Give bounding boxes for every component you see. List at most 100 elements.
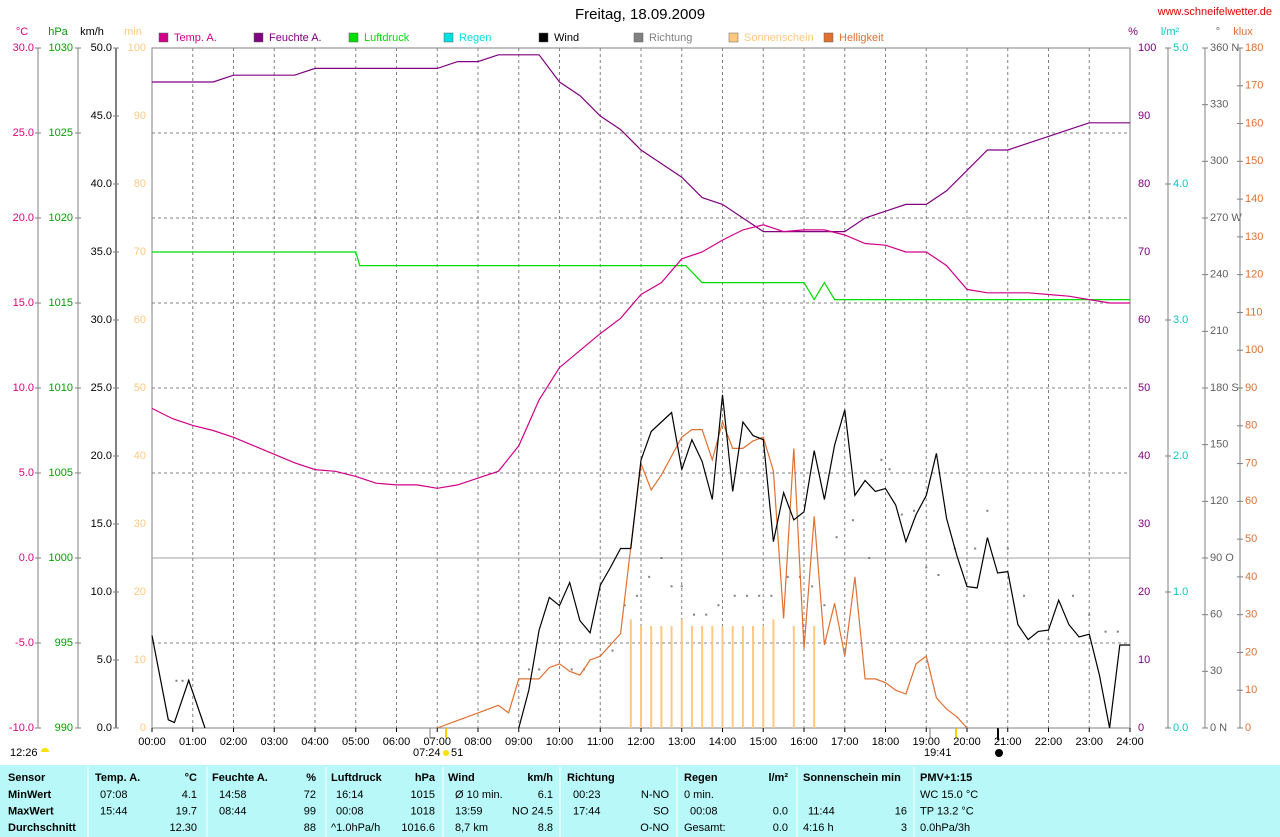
y-tick-label: 5.0 — [1173, 42, 1188, 54]
x-tick-label: 23:00 — [1075, 736, 1103, 748]
y-tick-label: 45.0 — [91, 110, 112, 122]
y-tick-label: 25.0 — [13, 127, 34, 139]
direction-point — [717, 604, 720, 607]
table-header: PMV+1:15 — [920, 772, 972, 784]
y-tick-label: 1025 — [49, 127, 73, 139]
direction-point — [623, 604, 626, 607]
x-tick-label: 03:00 — [260, 736, 288, 748]
y-tick-label: 120 — [1210, 495, 1228, 507]
legend-label: Sonnenschein — [744, 32, 814, 44]
y-tick-label: 0 — [1245, 722, 1251, 734]
legend-label: Temp. A. — [174, 32, 217, 44]
direction-point — [758, 594, 761, 597]
x-tick-label: 06:00 — [383, 736, 411, 748]
y-tick-label: 10 — [1245, 684, 1257, 696]
y-tick-label: 30 — [1210, 665, 1222, 677]
legend-swatch — [253, 32, 264, 43]
y-tick-label: 50 — [1138, 382, 1150, 394]
table-cell: WC 15.0 °C — [920, 789, 978, 801]
table-cell: 8,7 km — [455, 822, 488, 834]
legend-swatch — [633, 32, 644, 43]
direction-point — [527, 668, 530, 671]
y-tick-label: 60 — [1210, 609, 1222, 621]
table-cell: 16 — [895, 805, 907, 817]
table-cell: 6.1 — [538, 789, 553, 801]
y-tick-label: 330 — [1210, 99, 1228, 111]
chart-title: Freitag, 18.09.2009 — [575, 6, 705, 23]
table-header: Luftdruck — [331, 772, 383, 784]
x-tick-label: 08:00 — [464, 736, 492, 748]
x-tick-label: 21:00 — [994, 736, 1022, 748]
table-header: Feuchte A. — [212, 772, 268, 784]
table-background — [0, 765, 1280, 837]
annotation: 12:26 — [10, 747, 38, 759]
table-cell: 0.0hPa/3h — [920, 822, 970, 834]
x-tick-label: 17:00 — [831, 736, 859, 748]
direction-point — [888, 468, 891, 471]
axis-title: °C — [16, 26, 28, 38]
x-tick-label: 04:00 — [301, 736, 329, 748]
y-tick-label: 210 — [1210, 325, 1228, 337]
y-tick-label: 10 — [1138, 654, 1150, 666]
table-cell: 00:08 — [690, 805, 718, 817]
series-line — [151, 224, 1130, 489]
legend-label: Helligkeit — [839, 32, 884, 44]
direction-point — [745, 594, 748, 597]
table-cell: 11:44 — [808, 805, 835, 817]
direction-point — [811, 585, 814, 588]
y-tick-label: 150 — [1245, 155, 1263, 167]
y-tick-label: 300 — [1210, 155, 1228, 167]
direction-point — [692, 613, 695, 616]
axis-title: l/m² — [1161, 26, 1180, 38]
table-header: °C — [185, 772, 197, 784]
y-tick-label: 1.0 — [1173, 586, 1188, 598]
table-cell: 15:44 — [100, 805, 128, 817]
legend-label: Feuchte A. — [269, 32, 322, 44]
direction-point — [1104, 630, 1107, 633]
legend-label: Richtung — [649, 32, 692, 44]
y-tick-label: 0.0 — [1173, 722, 1188, 734]
y-tick-label: 60 — [1245, 495, 1257, 507]
x-tick-label: 10:00 — [546, 736, 574, 748]
y-tick-label: 0.0 — [97, 722, 112, 734]
y-tick-label: 0 N — [1210, 722, 1227, 734]
legend-label: Wind — [554, 32, 579, 44]
series-line — [152, 54, 1130, 233]
axis-title: klux — [1233, 26, 1253, 38]
table-cell: TP 13.2 °C — [920, 805, 974, 817]
y-tick-label: 3.0 — [1173, 314, 1188, 326]
legend-swatch — [443, 32, 454, 43]
table-cell: 17:44 — [573, 805, 601, 817]
table-cell: 3 — [901, 822, 907, 834]
y-tick-label: 180 — [1245, 42, 1263, 54]
x-tick-label: 00:00 — [138, 736, 166, 748]
y-tick-label: 35.0 — [91, 246, 112, 258]
y-tick-label: 80 — [134, 178, 146, 190]
y-tick-label: 0 — [1138, 722, 1144, 734]
row-label: MaxWert — [8, 805, 54, 817]
direction-point — [823, 604, 826, 607]
y-tick-label: 100 — [1138, 42, 1156, 54]
y-tick-label: 50.0 — [91, 42, 112, 54]
new-moon — [995, 749, 1003, 757]
direction-point — [705, 613, 708, 616]
legend-swatch — [348, 32, 359, 43]
y-tick-label: 90 O — [1210, 552, 1234, 564]
moon-icon — [41, 748, 49, 752]
y-tick-label: 180 S — [1210, 382, 1239, 394]
table-cell: 1015 — [411, 789, 435, 801]
y-tick-label: 360 N — [1210, 42, 1239, 54]
direction-point — [880, 458, 883, 461]
y-tick-label: 90 — [1138, 110, 1150, 122]
direction-point — [611, 649, 614, 652]
table-header: % — [306, 772, 316, 784]
x-tick-label: 18:00 — [872, 736, 900, 748]
y-tick-label: 1000 — [49, 552, 73, 564]
y-tick-label: 0.0 — [19, 552, 34, 564]
x-tick-label: 02:00 — [220, 736, 248, 748]
direction-point — [1071, 594, 1074, 597]
y-tick-label: 5.0 — [97, 654, 112, 666]
y-tick-label: 2.0 — [1173, 450, 1188, 462]
axis-title: % — [1128, 26, 1138, 38]
y-tick-label: 0 — [140, 722, 146, 734]
